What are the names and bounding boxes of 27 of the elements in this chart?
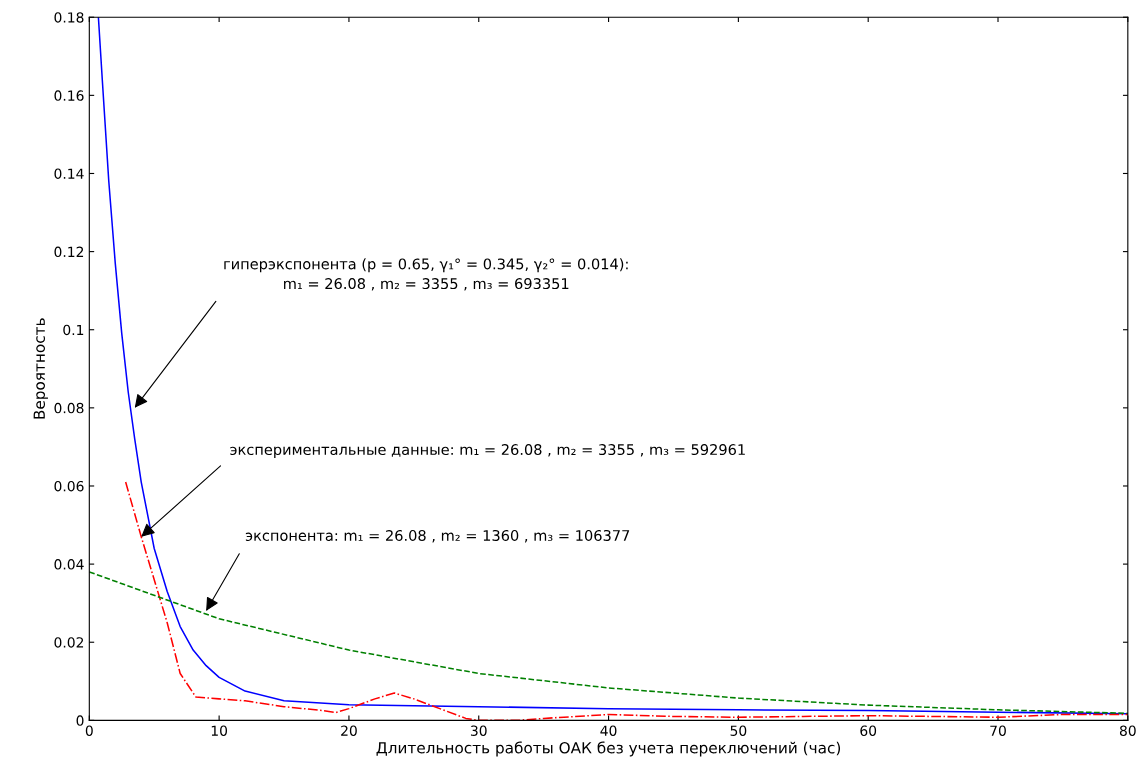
x-tick-label: 60: [860, 725, 877, 736]
annotation: экспонента: m₁ = 26.08 , m₂ = 1360 , m₃ = 106377: [245, 529, 630, 543]
x-tick-label: 80: [1119, 725, 1136, 736]
x-tick-label: 0: [85, 725, 93, 736]
y-tick-label: 0: [76, 715, 84, 726]
y-tick-label: 0.04: [54, 559, 84, 570]
y-tick-label: 0.12: [54, 246, 84, 258]
line-series: [124, 481, 1128, 721]
y-tick-label: 0.1: [63, 324, 84, 336]
x-axis-title: Длительность работы ОАК без учета переключений (час): [376, 741, 841, 757]
annotation: гиперэкспонента (p = 0.65, γ₁° = 0.345, γ₂° = 0.014): m₁ = 26.08 , m₂ = 3355 , m₃ = 693351: [224, 258, 628, 291]
y-tick-label: 0.18: [54, 12, 84, 23]
x-tick-label: 10: [211, 725, 228, 736]
line-series: [97, 17, 1128, 715]
line-series: [89, 571, 1128, 715]
x-tick-label: 70: [990, 725, 1006, 736]
x-tick-label: 40: [600, 725, 617, 736]
y-tick-label: 0.14: [54, 168, 84, 179]
y-tick-label: 0.02: [54, 637, 84, 648]
y-tick-label: 0.08: [54, 402, 84, 414]
y-axis-title: Вероятность: [33, 318, 48, 419]
x-tick-label: 50: [730, 725, 747, 736]
y-tick-label: 0.06: [54, 480, 84, 492]
y-tick-label: 0.16: [54, 90, 84, 101]
x-tick-label: 20: [341, 725, 357, 736]
annotation: экспериментальные данные: m₁ = 26.08 , m₂ = 3355 , m₃ = 592961: [230, 444, 745, 458]
x-tick-label: 30: [470, 725, 487, 736]
